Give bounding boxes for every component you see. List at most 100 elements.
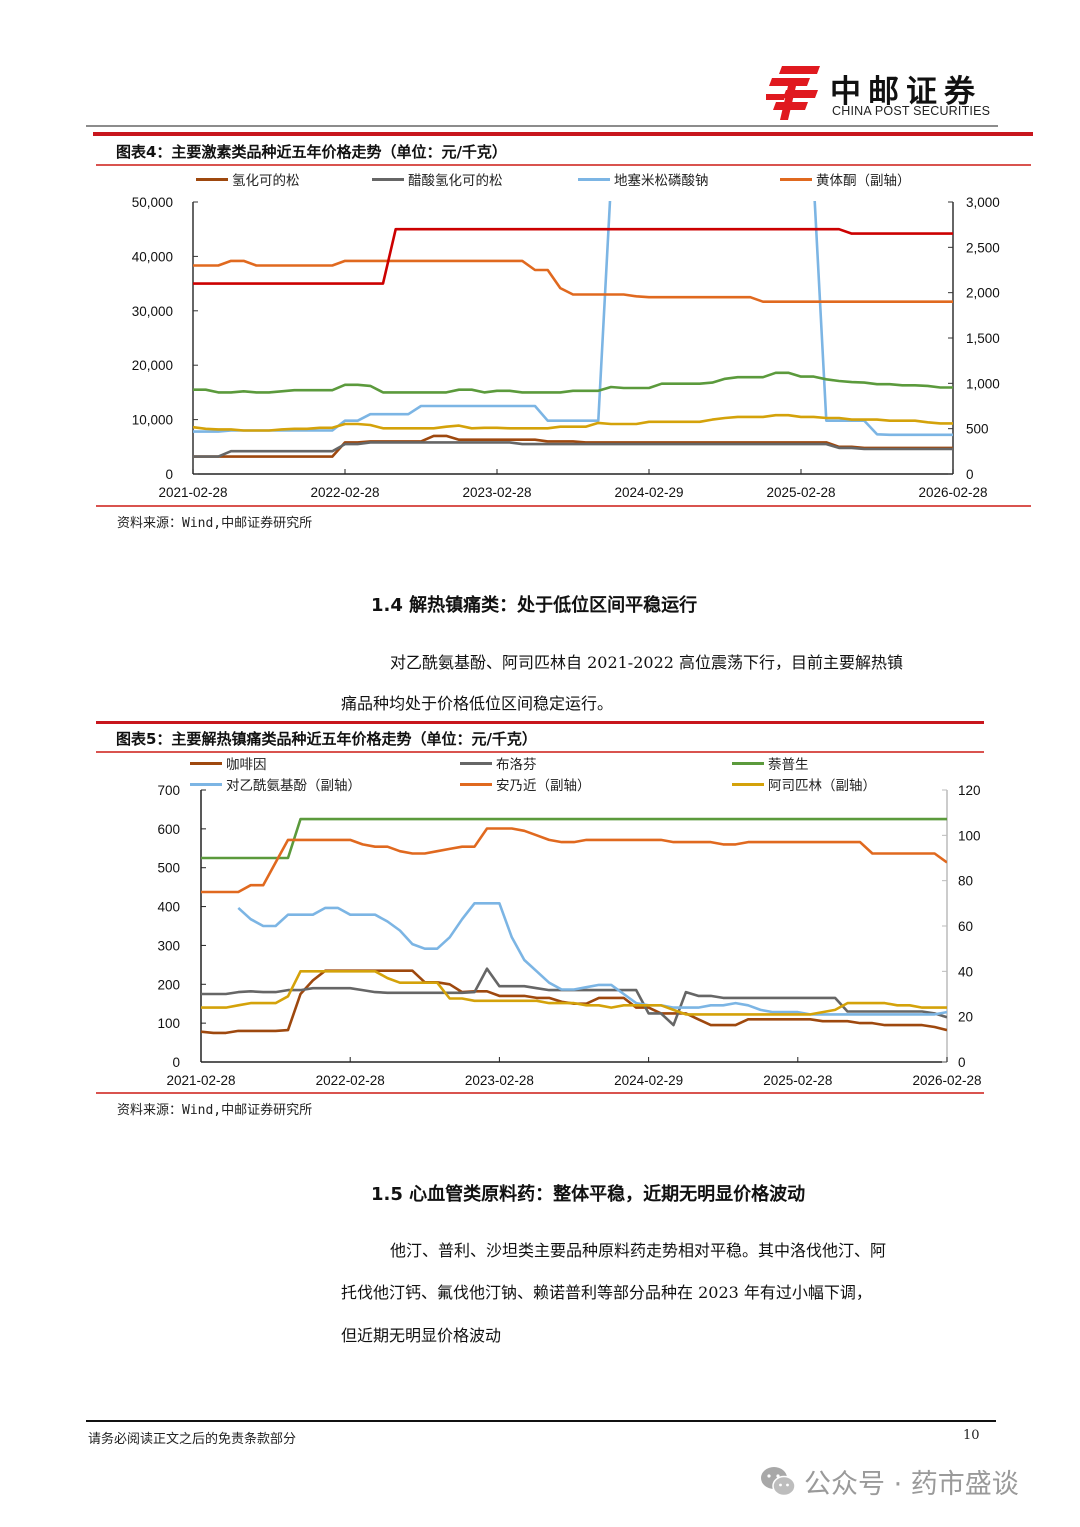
china-post-logo-icon xyxy=(766,64,820,120)
legend-swatch xyxy=(372,177,404,181)
y-axis-right-tick: 100 xyxy=(958,828,981,843)
legend-label: 地塞米松磷酸钠 xyxy=(614,173,709,189)
figure5-bottom-rule xyxy=(96,1092,984,1094)
legend-label: 咖啡因 xyxy=(226,757,267,773)
figure5-legend-item: 安乃近（副轴） xyxy=(460,774,591,794)
series-line xyxy=(201,827,947,894)
y-axis-right-tick: 20 xyxy=(958,1010,973,1025)
y-axis-left-tick: 400 xyxy=(157,900,180,915)
y-axis-right-tick: 120 xyxy=(958,783,981,798)
page-number: 10 xyxy=(963,1428,980,1443)
wechat-icon xyxy=(760,1465,796,1499)
x-axis-tick: 2024-02-29 xyxy=(614,1073,683,1088)
watermark-text: 公众号 · 药市盛谈 xyxy=(804,1469,1019,1500)
series-line xyxy=(193,413,953,432)
y-axis-left-tick: 100 xyxy=(157,1016,180,1031)
figure4-legend-item: 氢化可的松 xyxy=(196,169,300,189)
y-axis-left-tick: 700 xyxy=(157,783,180,798)
y-axis-right-tick: 1,500 xyxy=(966,331,1000,346)
legend-swatch xyxy=(780,177,812,181)
section-1-4-paragraph-line2: 痛品种均处于价格低位区间稳定运行。 xyxy=(341,694,614,713)
x-axis-tick: 2025-02-28 xyxy=(763,1073,832,1088)
y-axis-right-tick: 80 xyxy=(958,874,973,889)
x-axis-tick: 2022-02-28 xyxy=(310,485,379,500)
y-axis-left-tick: 500 xyxy=(157,861,180,876)
series-line xyxy=(201,970,947,1016)
legend-swatch xyxy=(578,177,610,181)
y-axis-right-tick: 60 xyxy=(958,919,973,934)
series-line xyxy=(193,227,953,285)
series-line xyxy=(193,434,953,458)
figure4-source: 资料来源：Wind,中邮证券研究所 xyxy=(117,516,313,531)
header-divider-gray xyxy=(86,125,998,127)
x-axis-tick: 2021-02-28 xyxy=(166,1073,235,1088)
legend-swatch xyxy=(732,782,764,786)
y-axis-right-tick: 3,000 xyxy=(966,195,1000,210)
y-axis-left-tick: 20,000 xyxy=(132,358,173,373)
series-line xyxy=(193,441,953,458)
legend-label: 黄体酮（副轴） xyxy=(816,173,911,189)
figure4-legend-item: 黄体酮（副轴） xyxy=(780,169,911,189)
figure5-legend-item: 布洛芬 xyxy=(460,753,537,773)
y-axis-right-tick: 40 xyxy=(958,964,973,979)
figure5-legend-item: 萘普生 xyxy=(732,753,809,773)
watermark: 公众号 · 药市盛谈 xyxy=(760,1462,1019,1501)
figure5-top-rule xyxy=(96,721,984,724)
y-axis-left-tick: 600 xyxy=(157,822,180,837)
header-divider-red xyxy=(93,132,1033,136)
figure5-title-underline xyxy=(96,751,984,753)
legend-label: 对乙酰氨基酚（副轴） xyxy=(226,778,361,794)
brand-name-cn: 中邮证券 xyxy=(830,74,982,110)
footer-divider xyxy=(86,1420,996,1422)
figure5-source: 资料来源：Wind,中邮证券研究所 xyxy=(117,1103,313,1118)
figure4-line-chart: 0 10,000 20,000 30,000 40,000 50,000 0 500 1,000… xyxy=(132,195,1000,500)
figure4-bottom-rule xyxy=(96,505,1031,507)
figure5-legend-item: 咖啡因 xyxy=(190,753,267,773)
y-axis-left-tick: 30,000 xyxy=(132,304,173,319)
y-axis-right-tick: 500 xyxy=(966,422,989,437)
brand-name-en: CHINA POST SECURITIES xyxy=(832,104,991,118)
section-1-5-paragraph-line1: 他汀、普利、沙坦类主要品种原料药走势相对平稳。其中洛伐他汀、阿 xyxy=(390,1241,887,1260)
legend-swatch xyxy=(732,761,764,765)
legend-swatch xyxy=(460,761,492,765)
y-axis-right-tick: 2,000 xyxy=(966,286,1000,301)
y-axis-left-tick: 300 xyxy=(157,938,180,953)
figure5-legend-item: 对乙酰氨基酚（副轴） xyxy=(190,774,361,794)
x-axis-tick: 2024-02-29 xyxy=(614,485,683,500)
legend-label: 醋酸氢化可的松 xyxy=(408,173,503,189)
x-axis-tick: 2022-02-28 xyxy=(316,1073,385,1088)
legend-label: 安乃近（副轴） xyxy=(496,778,591,794)
y-axis-left-tick: 40,000 xyxy=(132,249,173,264)
figure5-title: 图表5：主要解热镇痛类品种近五年价格走势（单位：元/千克） xyxy=(116,730,537,748)
legend-swatch xyxy=(190,782,222,786)
footer-disclaimer: 请务必阅读正文之后的免责条款部分 xyxy=(88,1432,297,1447)
series-line xyxy=(201,967,947,1027)
y-axis-right-tick: 0 xyxy=(958,1055,966,1070)
legend-label: 阿司匹林（副轴） xyxy=(768,778,876,794)
y-axis-right-tick: 1,000 xyxy=(966,376,1000,391)
y-axis-left-tick: 0 xyxy=(165,467,173,482)
series-line xyxy=(193,371,953,394)
x-axis-tick: 2026-02-28 xyxy=(918,485,987,500)
x-axis-tick: 2023-02-28 xyxy=(462,485,531,500)
figure4-title-underline xyxy=(96,164,1031,166)
figure4-legend-item: 醋酸氢化可的松 xyxy=(372,169,503,189)
section-1-4-paragraph-line1: 对乙酰氨基酚、阿司匹林自 2021-2022 高位震荡下行，目前主要解热镇 xyxy=(390,653,904,672)
series-line xyxy=(193,201,953,437)
section-1-4-heading: 1.4 解热镇痛类：处于低位区间平稳运行 xyxy=(371,595,698,616)
figure4-title: 图表4：主要激素类品种近五年价格走势（单位：元/千克） xyxy=(116,143,507,161)
legend-swatch xyxy=(190,761,222,765)
y-axis-left-tick: 10,000 xyxy=(132,413,173,428)
y-axis-left-tick: 200 xyxy=(157,977,180,992)
x-axis-tick: 2021-02-28 xyxy=(158,485,227,500)
x-axis-tick: 2026-02-28 xyxy=(912,1073,981,1088)
figure5-line-chart: 0 100 200 300 400 500 600 700 0 20 40 60 80 100 120 202… xyxy=(157,783,981,1088)
series-line xyxy=(237,902,947,1016)
y-axis-left-tick: 50,000 xyxy=(132,195,173,210)
y-axis-left-tick: 0 xyxy=(172,1055,180,1070)
section-1-5-heading: 1.5 心血管类原料药：整体平稳，近期无明显价格波动 xyxy=(371,1184,806,1205)
y-axis-right-tick: 0 xyxy=(966,467,974,482)
legend-label: 萘普生 xyxy=(768,757,809,773)
y-axis-right-tick: 2,500 xyxy=(966,240,1000,255)
series-line xyxy=(193,259,953,303)
